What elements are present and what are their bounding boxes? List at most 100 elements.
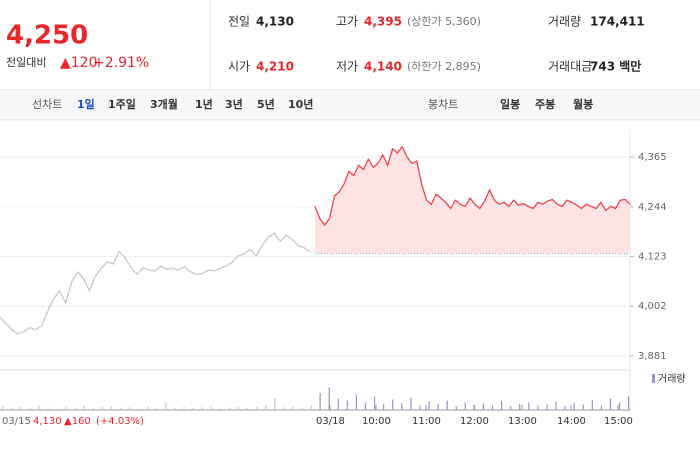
footer-close: 4,130 — [33, 416, 62, 427]
tab-group-label: 선차트 — [32, 98, 62, 111]
volume-bar — [401, 403, 403, 410]
volume-bar — [392, 399, 394, 410]
header-bg — [0, 0, 700, 90]
volume-bar — [237, 406, 240, 410]
change: ▲120 — [60, 55, 98, 71]
volume-bar — [156, 408, 158, 410]
period-tab[interactable]: 1년 — [195, 97, 213, 111]
volume-bar — [11, 407, 13, 410]
stat-value: 743 백만 — [590, 59, 641, 74]
x-tick-label: 15:00 — [604, 416, 633, 427]
tab-group-label: 봉차트 — [428, 98, 458, 111]
change-label: 전일대비 — [6, 55, 46, 69]
volume-bar — [2, 406, 4, 410]
stat-label: 거래량 — [548, 15, 581, 29]
volume-bar — [192, 408, 194, 410]
volume-bar — [29, 408, 31, 410]
volume-bar — [464, 402, 466, 410]
x-tick-label: 12:00 — [460, 416, 489, 427]
volume-bar — [591, 400, 593, 410]
x-tick-label: 10:00 — [362, 416, 391, 427]
x-tick-label: 03/18 — [316, 416, 345, 427]
stat-label: 저가 — [336, 60, 358, 74]
volume-bar — [628, 396, 630, 410]
period-tab[interactable]: 10년 — [288, 97, 313, 111]
volume-bar — [519, 403, 521, 410]
stat-note: (하한가 2,895) — [407, 59, 481, 73]
volume-bar — [546, 404, 548, 410]
volume-bar — [410, 397, 412, 410]
volume-bar — [564, 406, 566, 410]
tab-bar — [0, 90, 700, 120]
volume-bar — [346, 400, 348, 410]
stat-value: 4,210 — [256, 60, 294, 74]
volume-bar — [183, 406, 185, 410]
candle-tab[interactable]: 주봉 — [535, 98, 555, 111]
volume-bar — [274, 398, 276, 410]
stat-label: 거래대금 — [548, 60, 592, 74]
volume-bar — [256, 406, 258, 410]
stat-note: (상한가 5,360) — [407, 15, 481, 28]
change-pct: +2.91% — [93, 55, 149, 71]
volume-bar — [600, 405, 602, 410]
volume-bar — [201, 407, 203, 410]
volume-bar — [528, 402, 530, 410]
volume-bar — [246, 408, 249, 410]
volume-bar — [301, 407, 303, 410]
volume-bar — [364, 402, 367, 410]
volume-bar — [138, 408, 140, 410]
legend-swatch — [652, 374, 655, 383]
volume-bar — [355, 394, 358, 410]
volume-bar — [129, 407, 131, 410]
x-tick-label: 11:00 — [412, 416, 441, 427]
volume-bar — [38, 405, 40, 410]
price-line — [314, 145, 631, 226]
x-tick-label: 13:00 — [508, 416, 537, 427]
candle-tab[interactable]: 일봉 — [500, 97, 520, 111]
volume-bar — [65, 406, 67, 410]
period-tab[interactable]: 1주일 — [108, 97, 136, 111]
price: 4,250 — [6, 21, 88, 51]
y-tick-label: 4,123 — [638, 252, 667, 263]
volume-bar — [174, 407, 176, 410]
period-tab[interactable]: 3년 — [225, 97, 243, 111]
footer-date: 03/15 — [2, 416, 31, 427]
volume-bar — [446, 400, 448, 410]
volume-bar — [337, 398, 339, 410]
x-tick-label: 14:00 — [557, 416, 586, 427]
price-line — [0, 232, 311, 335]
volume-bar — [383, 404, 385, 410]
volume-bar — [419, 405, 421, 410]
period-tab[interactable]: 1일 — [77, 97, 95, 111]
volume-bar — [609, 398, 612, 410]
volume-bar — [437, 403, 439, 410]
stat-label: 고가 — [336, 15, 358, 29]
volume-bar — [210, 406, 212, 410]
volume-bar — [147, 406, 149, 410]
footer-change: ▲160 — [64, 416, 91, 427]
volume-bar — [265, 405, 267, 410]
volume-bar — [482, 403, 485, 410]
stat-value: 4,395 — [364, 15, 402, 29]
stat-label: 시가 — [228, 60, 250, 74]
volume-bar — [228, 407, 231, 410]
stat-value: 4,140 — [364, 60, 402, 74]
volume-bar — [537, 405, 539, 410]
volume-bar — [310, 405, 312, 410]
period-tab[interactable]: 3개월 — [150, 97, 178, 111]
candle-tab[interactable]: 월봉 — [573, 97, 593, 111]
volume-bar — [110, 406, 113, 410]
volume-bar — [292, 406, 294, 410]
y-tick-label: 3,881 — [638, 351, 667, 362]
y-tick-label: 4,365 — [638, 152, 667, 163]
volume-bar — [83, 404, 85, 410]
volume-bar — [500, 400, 503, 410]
area — [315, 146, 630, 254]
volume-bar — [618, 402, 621, 410]
volume-bar — [573, 403, 575, 410]
period-tab[interactable]: 5년 — [257, 97, 275, 111]
y-tick-label: 4,002 — [638, 301, 667, 312]
volume-bar — [491, 405, 494, 410]
volume-bar — [319, 392, 321, 410]
